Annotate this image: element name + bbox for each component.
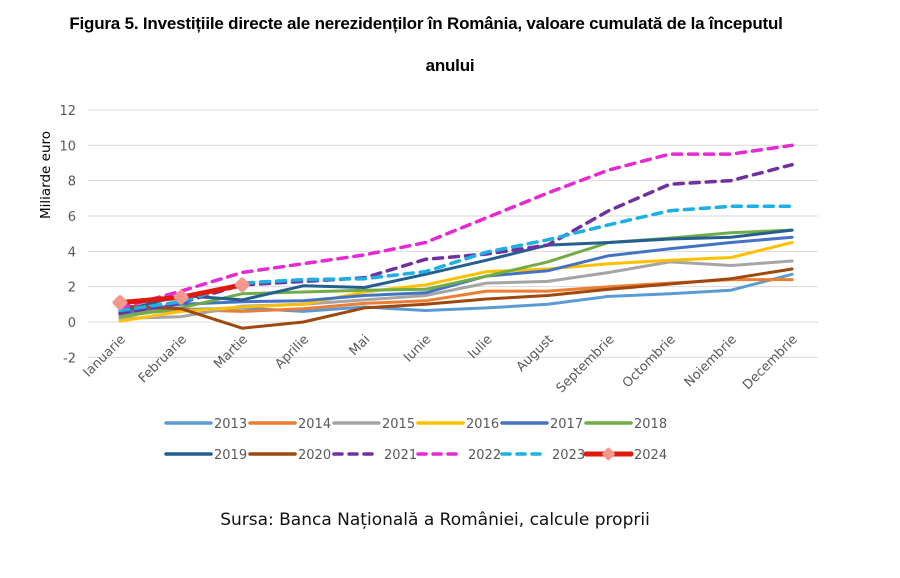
legend-item-2016: 2016 <box>416 417 499 432</box>
x-tick-label: Mai <box>347 332 374 359</box>
y-tick-label: 12 <box>59 104 76 119</box>
legend-item-2013: 2013 <box>164 417 247 432</box>
x-tick-label: Septembrie <box>554 332 618 396</box>
legend-item-2022: 2022 <box>416 448 501 463</box>
series-line-2017 <box>118 235 794 315</box>
data-point-2024 <box>234 277 250 293</box>
x-tick-label: Decembrie <box>740 332 801 393</box>
legend-label: 2019 <box>214 448 247 463</box>
series-line-2019 <box>118 228 794 313</box>
legend-label: 2023 <box>552 448 585 463</box>
series-line-2016 <box>118 241 794 323</box>
source-note: Sursa: Banca Națională a României, calcu… <box>220 510 650 530</box>
y-tick-label: 10 <box>59 139 76 154</box>
x-tick-label: Noiembrie <box>682 332 740 390</box>
legend-item-2020: 2020 <box>248 448 331 463</box>
y-axis-label: Miliarde euro <box>38 131 54 219</box>
y-axis-ticks: -2 0 2 4 6 8 10 12 <box>59 104 76 366</box>
y-tick-label: 6 <box>68 210 76 225</box>
legend-item-2017: 2017 <box>500 417 583 432</box>
x-tick-label: August <box>514 332 557 375</box>
series-lines <box>112 143 794 330</box>
legend-label: 2016 <box>466 417 499 432</box>
legend-item-2015: 2015 <box>332 417 415 432</box>
x-tick-label: Aprilie <box>272 332 312 372</box>
legend-item-2018: 2018 <box>584 417 667 432</box>
x-tick-label: Ianuarie <box>81 332 129 380</box>
x-axis-ticks: Ianuarie Februarie Martie Aprilie Mai Iunie Iu… <box>81 332 801 396</box>
chart-title-line-1: Figura 5. Investițiile directe ale nerez… <box>69 14 783 33</box>
x-tick-label: Octombrie <box>620 332 679 391</box>
data-point-2024 <box>173 289 189 305</box>
y-tick-label: 8 <box>68 175 76 190</box>
y-tick-label: 2 <box>68 281 76 296</box>
gridlines <box>88 109 818 358</box>
series-line-2020 <box>118 267 794 330</box>
series-line-2022 <box>118 143 794 310</box>
legend-label: 2017 <box>550 417 583 432</box>
x-tick-label: Martie <box>211 332 251 372</box>
legend-label: 2014 <box>298 417 331 432</box>
legend-item-2021: 2021 <box>332 448 417 463</box>
y-tick-label: -2 <box>63 351 76 366</box>
chart-title-line-2: anului <box>425 56 475 75</box>
legend-label: 2021 <box>384 448 417 463</box>
legend: 2013 2014 2015 2016 2017 2018 2019 2020 2021 2022… <box>164 417 667 463</box>
legend-item-2024: 2024 <box>583 447 667 463</box>
legend-label: 2015 <box>382 417 415 432</box>
legend-label: 2024 <box>634 448 667 463</box>
legend-label: 2018 <box>634 417 667 432</box>
legend-item-2014: 2014 <box>248 417 331 432</box>
x-tick-label: Februarie <box>136 332 190 386</box>
y-tick-label: 0 <box>68 316 76 331</box>
legend-label: 2022 <box>468 448 501 463</box>
x-tick-label: Iunie <box>401 332 434 365</box>
legend-label: 2020 <box>298 448 331 463</box>
y-tick-label: 4 <box>68 245 76 260</box>
legend-item-2019: 2019 <box>164 448 247 463</box>
legend-item-2023: 2023 <box>500 448 585 463</box>
legend-label: 2013 <box>214 417 247 432</box>
legend-marker <box>602 447 615 461</box>
data-point-2024 <box>112 295 128 311</box>
